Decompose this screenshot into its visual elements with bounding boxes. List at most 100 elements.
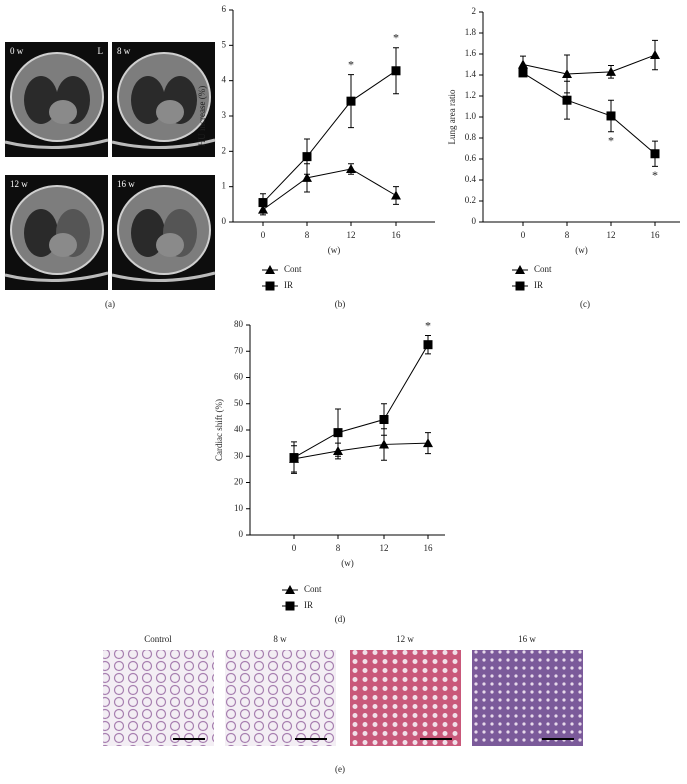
marker [518, 68, 528, 78]
y-tick-label: 0 [222, 216, 227, 226]
marker [562, 95, 572, 105]
legend-label: IR [284, 280, 293, 290]
ct-label: 16 w [117, 179, 135, 189]
y-tick-label: 1.6 [465, 48, 477, 58]
y-axis-label: HU increase (%) [197, 86, 207, 146]
series-line [293, 344, 429, 458]
x-tick-label: 12 [607, 230, 616, 240]
marker [379, 415, 389, 424]
x-tick-label: 16 [651, 230, 661, 240]
legend-label: Cont [284, 264, 302, 274]
y-tick-label: 40 [234, 424, 244, 434]
annotation: * [425, 318, 431, 332]
marker [391, 66, 401, 76]
histology-image [103, 650, 214, 746]
ct-heart [156, 100, 184, 124]
histology-label: 12 w [396, 634, 414, 644]
ct-side: L [98, 46, 104, 56]
histology-image [472, 650, 583, 746]
y-tick-label: 5 [222, 39, 227, 49]
marker [606, 66, 616, 76]
y-tick-label: 70 [234, 345, 244, 355]
ct-table [4, 271, 109, 283]
caption: (b) [335, 299, 346, 309]
x-axis-label: (w) [575, 245, 588, 255]
y-axis-label: Cardiac shift (%) [214, 399, 224, 461]
y-tick-label: 1.2 [465, 90, 476, 100]
marker [333, 428, 343, 438]
series-line [262, 168, 397, 211]
histology-label: 16 w [518, 634, 536, 644]
legend-label: IR [534, 280, 543, 290]
ct-table [111, 271, 216, 283]
caption: (a) [105, 299, 115, 309]
y-tick-label: 60 [234, 372, 244, 382]
ct-table [111, 138, 216, 150]
caption: (e) [335, 764, 345, 774]
marker [391, 190, 401, 200]
y-tick-label: 4 [222, 75, 227, 85]
marker [606, 111, 616, 121]
annotation: * [393, 31, 399, 45]
y-tick-label: 1.4 [465, 69, 477, 79]
marker [346, 164, 356, 173]
marker [346, 96, 356, 106]
marker [289, 453, 299, 463]
histology-label: 8 w [273, 634, 287, 644]
y-tick-label: 0 [239, 529, 244, 539]
y-tick-label: 1 [222, 181, 227, 191]
y-tick-label: 2 [222, 145, 227, 155]
x-tick-label: 8 [565, 230, 570, 240]
x-tick-label: 0 [292, 543, 297, 553]
x-axis-label: (w) [328, 245, 341, 255]
marker [258, 198, 268, 208]
x-tick-label: 16 [424, 543, 434, 553]
ct-label: 0 w [10, 46, 24, 56]
ct-heart [156, 233, 184, 257]
series-line [522, 54, 656, 75]
x-tick-label: 0 [521, 230, 526, 240]
ct-label: 12 w [10, 179, 28, 189]
x-axis-label: (w) [341, 558, 354, 568]
legend-label: Cont [304, 584, 322, 594]
series-line [262, 70, 397, 203]
series-line [522, 72, 656, 155]
x-tick-label: 12 [347, 230, 356, 240]
y-axis-label: Lung area ratio [447, 89, 457, 144]
marker [650, 50, 660, 60]
y-tick-label: 6 [222, 4, 227, 14]
ct-label: 8 w [117, 46, 131, 56]
marker [423, 438, 433, 448]
y-tick-label: 0.6 [465, 153, 477, 163]
x-tick-label: 0 [261, 230, 266, 240]
x-tick-label: 8 [336, 543, 341, 553]
annotation: * [608, 133, 614, 147]
legend-label: IR [304, 600, 313, 610]
marker [423, 340, 433, 350]
marker [302, 172, 312, 182]
y-tick-label: 50 [234, 398, 244, 408]
y-tick-label: 0 [472, 216, 477, 226]
y-tick-label: 30 [234, 450, 244, 460]
x-tick-label: 8 [305, 230, 310, 240]
ct-heart [49, 233, 77, 257]
y-tick-label: 3 [222, 110, 227, 120]
y-tick-label: 2 [472, 6, 477, 16]
ct-table [4, 138, 109, 150]
x-tick-label: 12 [380, 543, 389, 553]
marker [379, 439, 389, 449]
caption: (c) [580, 299, 590, 309]
annotation: * [348, 57, 354, 71]
annotation: * [652, 168, 658, 182]
histology-label: Control [144, 634, 172, 644]
x-tick-label: 16 [392, 230, 402, 240]
y-tick-label: 10 [234, 503, 244, 513]
marker [562, 68, 572, 78]
y-tick-label: 0.8 [465, 132, 477, 142]
y-tick-label: 80 [234, 319, 244, 329]
histology-image [350, 650, 461, 746]
y-tick-label: 1.0 [465, 111, 477, 121]
legend-label: Cont [534, 264, 552, 274]
marker [302, 152, 312, 162]
